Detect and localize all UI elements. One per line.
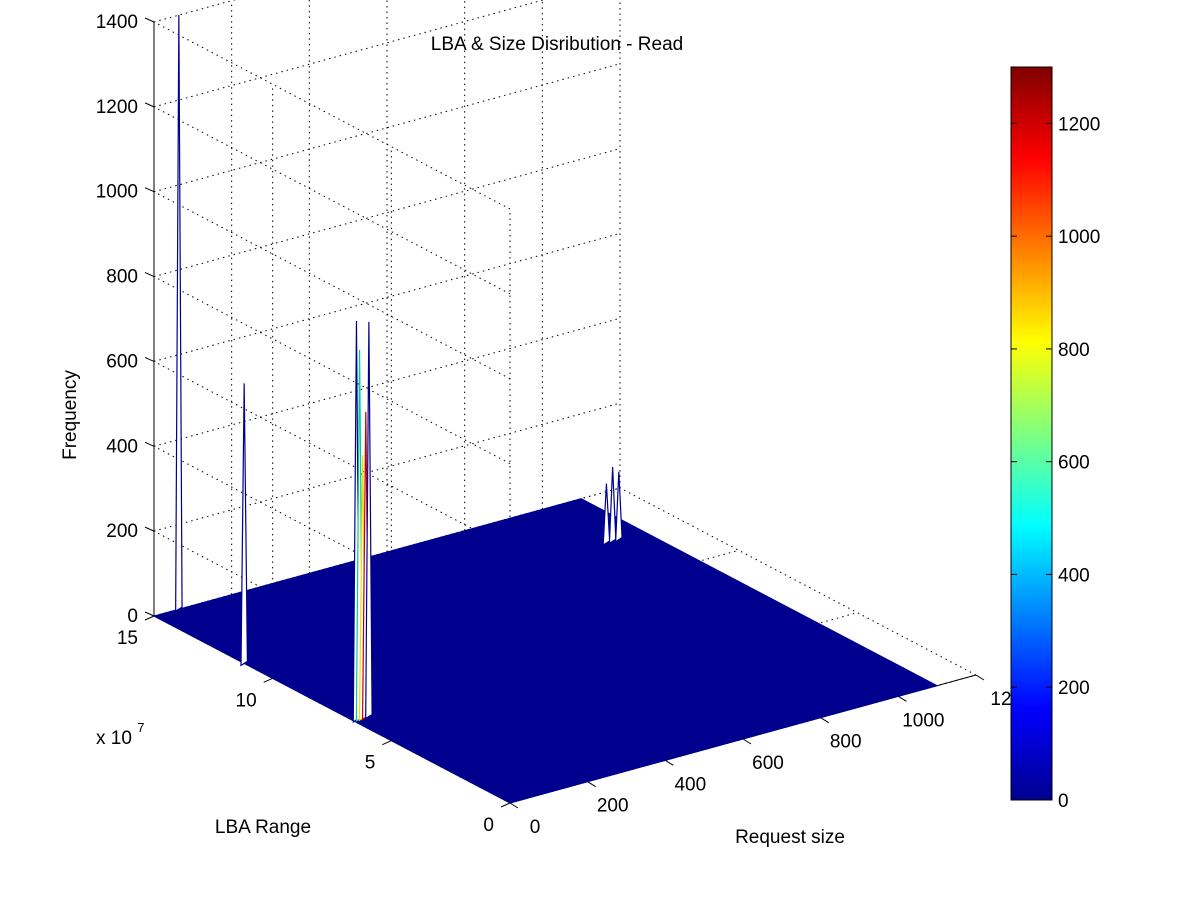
x-tick-label-1: 200 bbox=[597, 796, 629, 817]
grid-floor-x-6 bbox=[619, 487, 977, 676]
z-tick-label-6: 1200 bbox=[96, 97, 138, 118]
surface-peak-8 bbox=[608, 467, 617, 545]
surface-peak-5 bbox=[365, 321, 373, 720]
colorbar-ticks: 0 200 400 600 800 1000 1200 bbox=[1011, 114, 1100, 812]
surface-floor-plane bbox=[152, 498, 939, 804]
z-tick-mark-7 bbox=[144, 17, 155, 23]
z-tick-label-5: 1000 bbox=[96, 182, 138, 203]
colorbar-tick-label-1: 200 bbox=[1058, 678, 1090, 699]
grid-backwall-z-3 bbox=[153, 232, 621, 362]
z-tick-label-1: 200 bbox=[106, 521, 138, 542]
z-tick-label-7: 1400 bbox=[96, 12, 138, 33]
x-tick-label-4: 800 bbox=[830, 732, 862, 753]
colorbar: 0 200 400 600 800 1000 1200 bbox=[1010, 66, 1100, 812]
colorbar-tick-label-5: 1000 bbox=[1058, 227, 1100, 248]
x-tick-mark-5 bbox=[898, 695, 907, 702]
z-tick-label-2: 400 bbox=[106, 436, 138, 457]
y-tick-mark-1 bbox=[382, 740, 392, 746]
chart-title: LBA & Size Disribution - Read bbox=[431, 34, 683, 55]
y-tick-mark-2 bbox=[263, 677, 273, 683]
grid-sidewall-z-5 bbox=[153, 191, 511, 380]
z-tick-mark-0 bbox=[144, 611, 155, 617]
tick-labels: 0200400600800100012051015020040060080010… bbox=[96, 12, 1012, 838]
x-tick-mark-1 bbox=[587, 781, 596, 788]
y-tick-mark-3 bbox=[144, 615, 155, 621]
x-axis-label: Request size bbox=[735, 827, 845, 848]
x-tick-mark-4 bbox=[820, 717, 829, 724]
surface-peaks bbox=[175, 15, 623, 723]
z-tick-mark-2 bbox=[144, 441, 155, 447]
z-tick-mark-3 bbox=[144, 356, 155, 362]
surface-peak-0 bbox=[240, 383, 248, 667]
grid-backwall-z-2 bbox=[153, 317, 621, 447]
x-tick-label-2: 400 bbox=[674, 774, 706, 795]
z-tick-label-4: 800 bbox=[106, 267, 138, 288]
z-tick-mark-4 bbox=[144, 272, 155, 278]
y-tick-label-3: 15 bbox=[117, 628, 138, 649]
colorbar-tick-label-6: 1200 bbox=[1058, 114, 1100, 135]
y-axis-label: LBA Range bbox=[215, 817, 311, 838]
z-tick-label-0: 0 bbox=[127, 606, 138, 627]
x-tick-mark-2 bbox=[665, 759, 674, 766]
grid-sidewall-z-7 bbox=[153, 21, 511, 210]
x-tick-mark-0 bbox=[509, 802, 519, 809]
surface-peak-6 bbox=[175, 15, 183, 613]
grid-backwall-z-4 bbox=[153, 148, 621, 278]
z-tick-label-3: 600 bbox=[106, 351, 138, 372]
z-tick-mark-6 bbox=[144, 102, 155, 108]
x-tick-label-3: 600 bbox=[752, 753, 784, 774]
y-axis-multiplier-exponent: 7 bbox=[137, 720, 144, 735]
colorbar-bar bbox=[1010, 66, 1053, 801]
z-axis-label: Frequency bbox=[60, 370, 81, 460]
x-tick-label-5: 1000 bbox=[902, 710, 944, 731]
colorbar-tick-label-3: 600 bbox=[1058, 453, 1090, 474]
x-tick-label-0: 0 bbox=[530, 817, 541, 838]
y-tick-label-2: 10 bbox=[236, 690, 257, 711]
x-tick-mark-6 bbox=[975, 674, 985, 681]
x-tick-label-6: 12 bbox=[990, 689, 1011, 710]
z-tick-mark-1 bbox=[144, 526, 155, 532]
y-tick-label-0: 0 bbox=[483, 815, 494, 836]
grid-backwall-z-1 bbox=[153, 402, 621, 532]
y-axis-multiplier-base: x 10 bbox=[96, 728, 132, 749]
grid-backwall-z-7 bbox=[153, 0, 236, 23]
colorbar-tick-label-2: 400 bbox=[1058, 565, 1090, 586]
grid-backwall-z-5 bbox=[153, 63, 621, 193]
x-tick-mark-3 bbox=[742, 738, 752, 745]
surface-floor bbox=[152, 498, 939, 804]
grid-sidewall-z-4 bbox=[153, 276, 511, 465]
colorbar-tick-label-4: 800 bbox=[1058, 340, 1090, 361]
grid-sidewall-z-6 bbox=[153, 106, 511, 295]
grid-backwall-z-6 bbox=[153, 0, 545, 108]
z-tick-mark-5 bbox=[144, 187, 155, 193]
y-axis-multiplier: x 10 7 bbox=[96, 720, 144, 749]
colorbar-tick-label-0: 0 bbox=[1058, 791, 1069, 812]
grid-sidewall-z-3 bbox=[153, 360, 511, 549]
y-tick-label-1: 5 bbox=[365, 753, 376, 774]
y-tick-mark-0 bbox=[500, 802, 511, 808]
surface-peak-7 bbox=[602, 483, 611, 547]
surface-peak-9 bbox=[614, 471, 623, 543]
